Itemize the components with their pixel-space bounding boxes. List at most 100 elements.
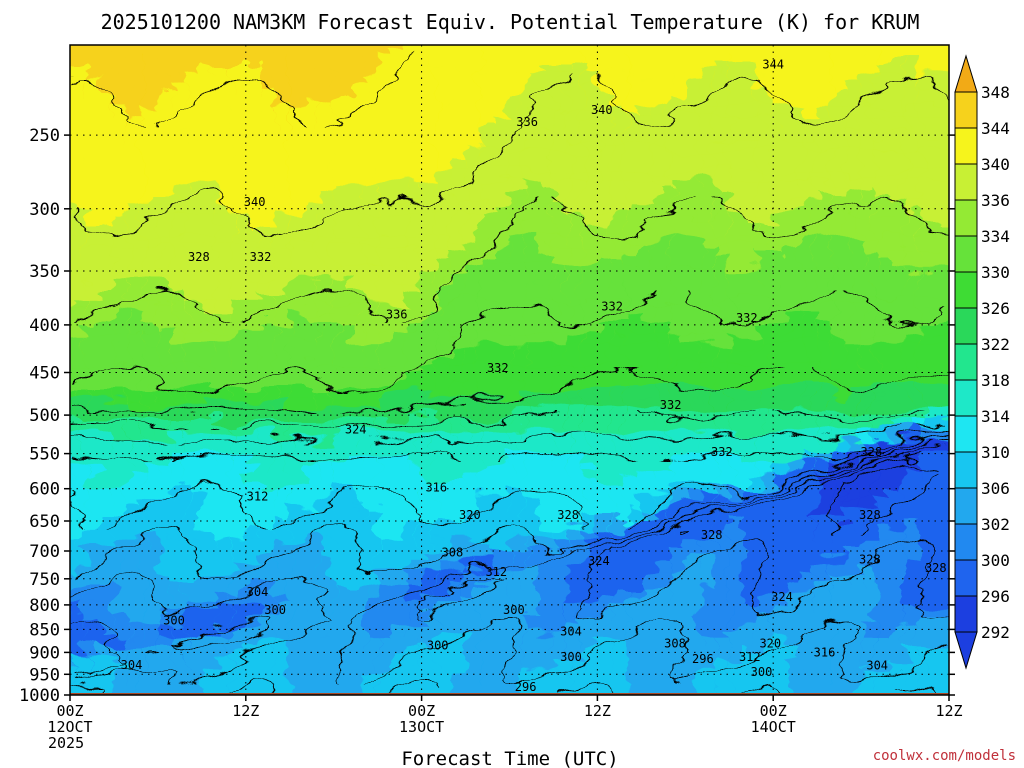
colorbar-label: 314 [981, 407, 1010, 426]
contour-label: 312 [247, 490, 269, 504]
y-tick-label: 750 [29, 570, 60, 590]
colorbar-label: 318 [981, 371, 1010, 390]
colorbar-swatch [954, 559, 978, 597]
colorbar-label: 322 [981, 335, 1010, 354]
colorbar-arrow-bottom [954, 631, 978, 670]
y-tick-label: 900 [29, 643, 60, 663]
colorbar-label: 306 [981, 479, 1010, 498]
contour-label: 300 [503, 603, 525, 617]
x-tick-label: 12Z [935, 702, 962, 720]
colorbar-swatch [954, 235, 978, 273]
contour-label: 320 [459, 508, 481, 522]
colorbar-label: 348 [981, 83, 1010, 102]
colorbar-swatch [954, 487, 978, 525]
colorbar-label: 330 [981, 263, 1010, 282]
colorbar-swatch [954, 199, 978, 237]
y-tick-label: 500 [29, 406, 60, 426]
y-tick-label: 950 [29, 665, 60, 685]
colorbar: 348 344 340 336 334 330 326 322 318 314 310 306 302 3… [954, 54, 1010, 670]
y-tick-label: 450 [29, 364, 60, 384]
contour-label: 296 [692, 652, 714, 666]
contour-label: 324 [771, 590, 793, 604]
contour-label: 340 [591, 103, 613, 117]
colorbar-swatch [954, 127, 978, 165]
contour-label: 332 [601, 299, 623, 313]
contour-label: 296 [515, 680, 537, 694]
contour-label: 316 [814, 645, 836, 659]
contour-label: 316 [425, 480, 447, 494]
colorbar-label: 292 [981, 623, 1010, 642]
contour-label: 332 [660, 398, 682, 412]
contour-label: 304 [560, 625, 582, 639]
colorbar-label: 344 [981, 119, 1010, 138]
y-tick-label: 400 [29, 316, 60, 336]
x-tick-label: 12Z [232, 702, 259, 720]
contour-label: 332 [487, 361, 509, 375]
colorbar-swatch [954, 379, 978, 417]
contour-label: 324 [345, 422, 367, 436]
credit-text: coolwx.com/models [873, 748, 1016, 764]
colorbar-swatch [954, 415, 978, 453]
contour-label: 308 [442, 546, 464, 560]
colorbar-label: 334 [981, 227, 1010, 246]
contour-label: 328 [188, 250, 210, 264]
colorbar-label: 300 [981, 551, 1010, 570]
colorbar-label: 336 [981, 191, 1010, 210]
x-tick-label: 12Z [584, 702, 611, 720]
contour-label: 300 [751, 665, 773, 679]
contour-label: 312 [739, 650, 761, 664]
y-tick-label: 650 [29, 512, 60, 532]
colorbar-swatch [954, 343, 978, 381]
y-tick-label: 800 [29, 596, 60, 616]
contour-label: 328 [859, 553, 881, 567]
chart-title: 2025101200 NAM3KM Forecast Equiv. Potent… [101, 10, 920, 34]
colorbar-label: 302 [981, 515, 1010, 534]
contour-label: 336 [386, 308, 408, 322]
colorbar-swatch [954, 595, 978, 633]
colorbar-swatch [954, 271, 978, 309]
x-axis-label: Forecast Time (UTC) [401, 748, 618, 768]
contour-label: 304 [866, 659, 888, 673]
contour-label: 300 [163, 614, 185, 628]
contour-label: 340 [244, 195, 266, 209]
temperature-field [70, 45, 949, 695]
colorbar-label: 310 [981, 443, 1010, 462]
contour-label: 320 [759, 636, 781, 650]
contour-label: 328 [925, 561, 947, 575]
contour-label: 344 [762, 58, 784, 72]
contour-label: 324 [588, 554, 610, 568]
y-tick-label: 600 [29, 480, 60, 500]
contour-label: 328 [861, 445, 883, 459]
contour-label: 332 [250, 250, 272, 264]
contour-label: 300 [264, 603, 286, 617]
y-tick-label: 550 [29, 445, 60, 465]
y-tick-label: 250 [29, 126, 60, 146]
colorbar-label: 340 [981, 155, 1010, 174]
contour-label: 328 [859, 508, 881, 522]
y-tick-label: 350 [29, 262, 60, 282]
colorbar-label: 326 [981, 299, 1010, 318]
colorbar-swatch [954, 91, 978, 129]
x-tick-label: 14OCT [751, 718, 796, 736]
contour-label: 312 [485, 565, 507, 579]
colorbar-label: 296 [981, 587, 1010, 606]
colorbar-swatch [954, 307, 978, 345]
colorbar-swatch [954, 451, 978, 489]
contour-label: 328 [557, 508, 579, 522]
contour-label: 332 [736, 311, 758, 325]
colorbar-swatch [954, 163, 978, 201]
contour-label: 304 [121, 658, 143, 672]
colorbar-swatch [954, 523, 978, 561]
x-tick-label: 13OCT [399, 718, 444, 736]
y-tick-label: 700 [29, 542, 60, 562]
contour-label: 308 [664, 636, 686, 650]
y-tick-label: 300 [29, 200, 60, 220]
contour-label: 332 [711, 445, 733, 459]
colorbar-arrow-top [954, 54, 978, 93]
contour-label: 300 [560, 650, 582, 664]
y-tick-label: 850 [29, 620, 60, 640]
y-tick-label: 1000 [19, 686, 60, 706]
contour-label: 328 [701, 528, 723, 542]
